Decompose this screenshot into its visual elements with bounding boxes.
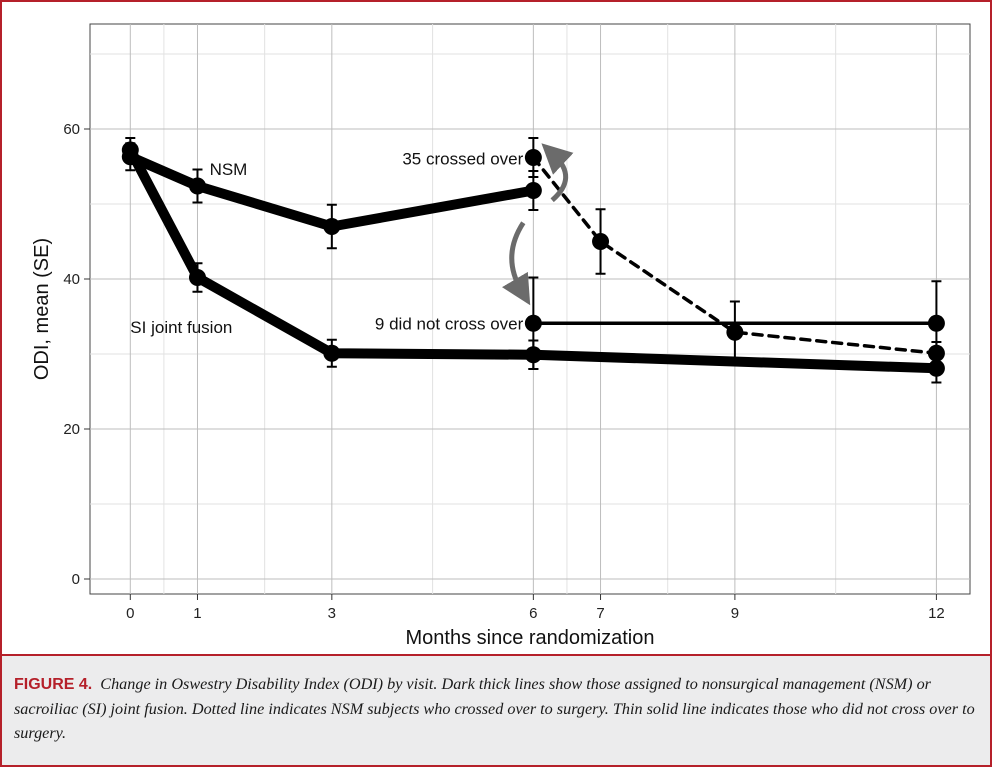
y-tick-label: 0: [72, 571, 80, 588]
arrow-crossed-icon: [541, 143, 574, 203]
caption-text: Change in Oswestry Disability Index (ODI…: [14, 675, 975, 742]
series-9-did-not-cross-over: [524, 276, 945, 370]
data-point: [524, 182, 542, 199]
x-tick-label: 0: [126, 605, 134, 622]
annotation-label: NSM: [210, 160, 248, 179]
x-tick-label: 3: [328, 605, 336, 622]
figure-caption: FIGURE 4. Change in Oswestry Disability …: [2, 656, 990, 765]
figure-label: FIGURE 4.: [14, 676, 93, 693]
plot-panel: [89, 23, 971, 595]
series-line: [531, 155, 939, 355]
series-line: [125, 151, 539, 232]
data-point: [524, 149, 542, 166]
chart-area: 0 20 40 60 0 1 3 6 7 9 12 Months since randomizatio…: [2, 2, 990, 654]
y-tick-label: 60: [63, 121, 80, 138]
y-tick-label: 40: [63, 271, 80, 288]
data-point: [927, 314, 945, 332]
data-point: [592, 233, 610, 250]
axes: 0 20 40 60 0 1 3 6 7 9 12 Months since randomizatio…: [31, 121, 945, 649]
data-point: [323, 218, 341, 235]
x-tick-label: 6: [529, 605, 537, 622]
annotation-label: SI joint fusion: [130, 318, 232, 337]
data-point: [726, 323, 744, 341]
x-tick-label: 12: [928, 605, 945, 622]
x-tick-label: 9: [731, 605, 739, 622]
data-point: [524, 314, 542, 332]
data-point: [188, 177, 206, 195]
odi-line-chart: 0 20 40 60 0 1 3 6 7 9 12 Months since randomizatio…: [31, 23, 971, 649]
annotation-label: 9 did not cross over: [375, 314, 524, 333]
y-axis-title: ODI, mean (SE): [31, 238, 53, 380]
annotation-label: 35 crossed over: [402, 149, 523, 168]
data-point: [121, 141, 139, 159]
x-tick-label: 1: [193, 605, 201, 622]
annotations: NSM SI joint fusion 35 crossed over 9 did n…: [130, 143, 574, 337]
y-tick-label: 20: [63, 421, 80, 438]
x-axis-title: Months since randomization: [405, 627, 654, 649]
arrow-not-cross-icon: [502, 221, 531, 306]
data-point: [188, 269, 206, 286]
x-tick-label: 7: [596, 605, 604, 622]
caption-divider: [2, 654, 990, 656]
data-point: [323, 344, 341, 362]
